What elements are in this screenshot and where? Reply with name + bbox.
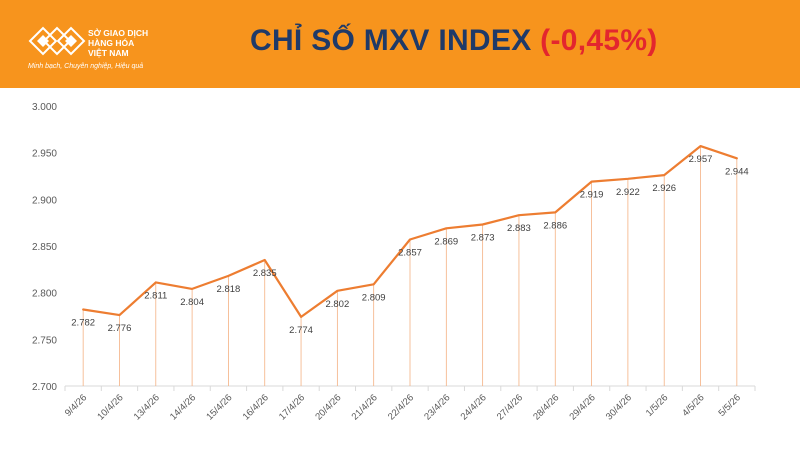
x-tick-label: 21/4/26 — [350, 392, 380, 422]
y-axis: 2.700 2.750 2.800 2.850 2.900 2.950 3.000 — [32, 102, 57, 393]
x-tick-label: 27/4/26 — [495, 392, 525, 422]
x-tick-label: 5/5/26 — [717, 392, 743, 418]
logo-org-line: HÀNG HÓA — [88, 38, 135, 48]
data-labels: 2.782 2.776 2.811 2.804 2.818 2.835 2.774 2.802… — [71, 154, 748, 336]
data-label: 2.774 — [289, 325, 313, 336]
data-label: 2.857 — [398, 247, 422, 258]
index-title: CHỈ SỐ MXV INDEX — [250, 24, 532, 57]
logo-org-line: VIỆT NAM — [88, 48, 129, 58]
data-label: 2.922 — [616, 187, 640, 198]
data-label: 2.873 — [471, 233, 495, 244]
x-tick-label: 30/4/26 — [604, 392, 634, 422]
data-label: 2.776 — [108, 323, 132, 334]
y-tick-label: 2.900 — [32, 195, 57, 206]
logo-org-name: SỞ GIAO DỊCH HÀNG HÓA VIỆT NAM — [88, 28, 178, 58]
x-axis: 9/4/26 10/4/26 13/4/26 14/4/26 15/4/26 16/4/2… — [63, 385, 756, 423]
index-change: (-0,45%) — [540, 24, 658, 57]
x-tick-label: 17/4/26 — [277, 392, 307, 422]
x-tick-label: 24/4/26 — [459, 392, 489, 422]
y-tick-label: 2.800 — [32, 289, 57, 300]
data-label: 2.919 — [580, 190, 604, 201]
x-tick-label: 20/4/26 — [313, 392, 343, 422]
logo-org-line: SỞ GIAO DỊCH — [88, 28, 149, 38]
x-tick-label: 9/4/26 — [63, 392, 89, 418]
series-polyline — [82, 144, 738, 318]
y-tick-label: 2.750 — [32, 335, 57, 346]
x-tick-label: 13/4/26 — [132, 392, 162, 422]
x-tick-label: 14/4/26 — [168, 392, 198, 422]
x-tick-label: 29/4/26 — [568, 392, 598, 422]
data-label: 2.835 — [253, 268, 277, 279]
data-label: 2.804 — [180, 297, 204, 308]
drop-lines — [82, 146, 738, 386]
y-tick-label: 3.000 — [32, 102, 57, 113]
data-label: 2.782 — [71, 317, 95, 328]
mxv-logo: SỞ GIAO DỊCH HÀNG HÓA VIỆT NAM Minh bạch… — [22, 22, 182, 72]
x-tick-label: 10/4/26 — [95, 392, 125, 422]
data-label: 2.886 — [543, 220, 567, 231]
data-label: 2.809 — [362, 292, 386, 303]
data-label: 2.926 — [652, 183, 676, 194]
chart-area: 2.700 2.750 2.800 2.850 2.900 2.950 3.000 9/4/… — [0, 88, 800, 449]
page-title: CHỈ SỐ MXV INDEX (-0,45%) — [250, 24, 658, 58]
x-tick-label: 22/4/26 — [386, 392, 416, 422]
data-label: 2.869 — [434, 236, 458, 247]
data-label: 2.811 — [144, 290, 167, 301]
data-label: 2.957 — [689, 154, 713, 165]
y-tick-label: 2.700 — [32, 382, 57, 393]
x-tick-label: 16/4/26 — [241, 392, 271, 422]
x-tick-label: 1/5/26 — [644, 392, 670, 418]
x-tick-label: 15/4/26 — [204, 392, 234, 422]
series-line — [82, 144, 738, 318]
logo-slogan: Minh bạch, Chuyên nghiệp, Hiệu quả — [28, 63, 144, 70]
data-label: 2.883 — [507, 223, 531, 234]
data-label: 2.818 — [217, 284, 241, 295]
y-tick-label: 2.950 — [32, 149, 57, 160]
data-label: 2.802 — [325, 299, 349, 310]
x-tick-label: 28/4/26 — [531, 392, 561, 422]
mxv-logo-icon — [28, 26, 86, 56]
header-banner: SỞ GIAO DỊCH HÀNG HÓA VIỆT NAM Minh bạch… — [0, 0, 800, 88]
data-label: 2.944 — [725, 166, 749, 177]
x-tick-label: 23/4/26 — [422, 392, 452, 422]
y-tick-label: 2.850 — [32, 242, 57, 253]
mxv-index-line-chart: 2.700 2.750 2.800 2.850 2.900 2.950 3.000 9/4/… — [32, 102, 756, 423]
x-tick-label: 4/5/26 — [680, 392, 706, 418]
